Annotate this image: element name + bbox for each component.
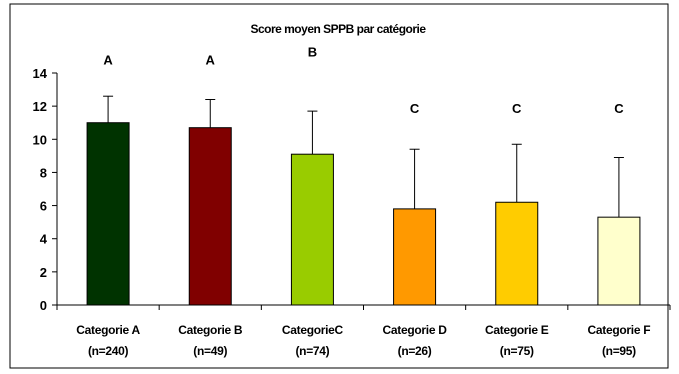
x-category-label: CategorieC: [282, 323, 344, 337]
x-category-label: Categorie E: [485, 323, 549, 337]
bar: [86, 122, 130, 306]
y-tick-label: 0: [40, 298, 47, 313]
x-category-label: Categorie A: [76, 323, 140, 337]
x-category-count: (n=240): [88, 344, 129, 358]
y-tick-label: 6: [40, 199, 47, 214]
x-category-count: (n=26): [398, 344, 432, 358]
bars-group: [86, 122, 641, 306]
x-category-count: (n=74): [295, 344, 329, 358]
bar: [290, 153, 334, 306]
x-category-count: (n=49): [193, 344, 227, 358]
significance-letter: C: [614, 101, 624, 116]
x-category-count: (n=75): [500, 344, 534, 358]
y-tick-label: 4: [40, 232, 48, 247]
x-category-label: Categorie B: [178, 323, 243, 337]
significance-letter: B: [308, 44, 317, 59]
bar: [597, 216, 641, 306]
y-tick-label: 8: [40, 165, 47, 180]
bar: [188, 127, 232, 306]
significance-letter: A: [103, 53, 113, 68]
x-category-count: (n=95): [602, 344, 636, 358]
y-tick-label: 12: [33, 99, 47, 114]
significance-letter: C: [512, 101, 522, 116]
error-bars-group: [103, 95, 624, 218]
significance-letter: A: [206, 53, 216, 68]
y-tick-label: 14: [33, 66, 48, 81]
x-axis-labels-group: Categorie A (n=240) Categorie B (n=49) Categ…: [76, 323, 650, 358]
significance-letter: C: [410, 101, 420, 116]
y-tick-label: 10: [33, 132, 47, 147]
significance-letters-group: A A B C C C: [103, 44, 624, 115]
bar: [393, 208, 437, 306]
y-tick-label: 2: [40, 265, 47, 280]
chart-title: Score moyen SPPB par catégorie: [250, 22, 426, 36]
x-category-label: Categorie F: [588, 323, 651, 337]
axes: 0 2 4 6 8 10 12 14: [33, 66, 671, 313]
bar: [495, 201, 539, 306]
x-category-label: Categorie D: [383, 323, 448, 337]
